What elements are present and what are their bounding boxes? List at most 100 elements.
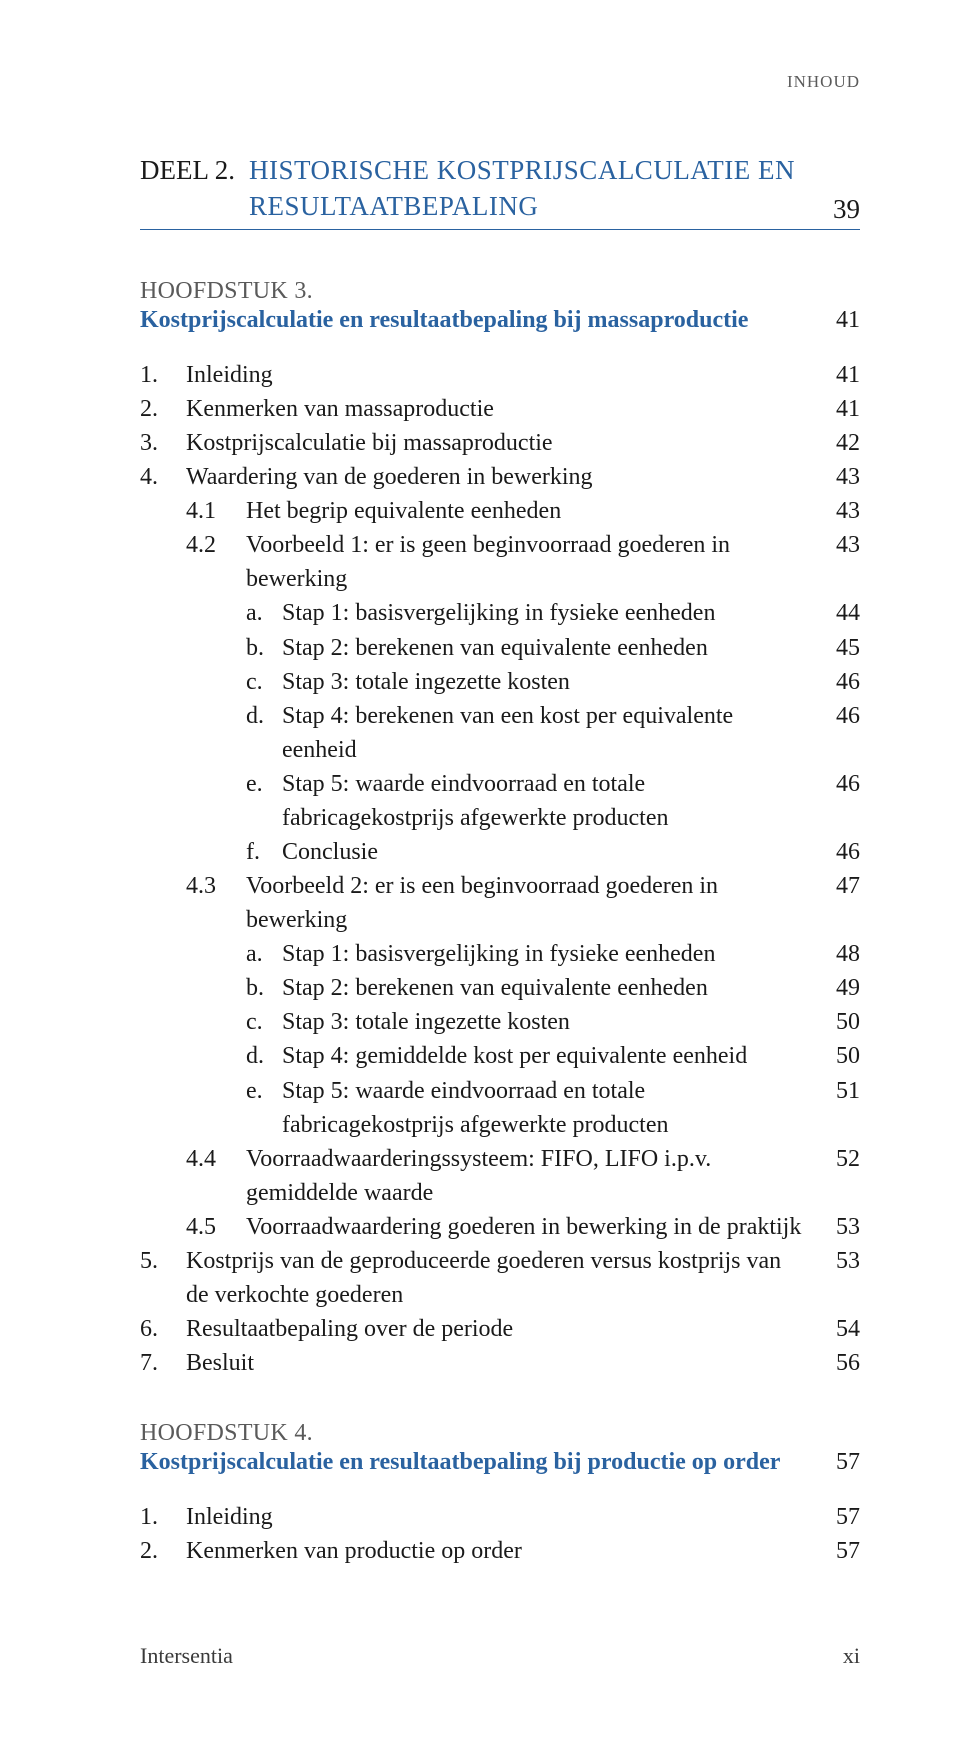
toc-row: 4.3 Voorbeeld 2: er is een beginvoorraad…: [140, 869, 860, 937]
chapter-4: HOOFDSTUK 4. Kostprijscalculatie en resu…: [140, 1420, 860, 1568]
toc-num: 2.: [140, 392, 186, 426]
chapter-label: HOOFDSTUK 4.: [140, 1420, 860, 1447]
toc-text: Stap 2: berekenen van equivalente eenhed…: [282, 971, 824, 1005]
toc-row: 1. Inleiding 57: [140, 1500, 860, 1534]
toc-row: 4. Waardering van de goederen in bewerki…: [140, 460, 860, 494]
toc-page: 43: [824, 460, 860, 494]
toc-letter: e.: [246, 1074, 282, 1108]
toc-row: 4.4 Voorraadwaarderingssysteem: FIFO, LI…: [140, 1142, 860, 1210]
toc-page: 43: [824, 494, 860, 528]
toc-page: 43: [824, 528, 860, 562]
toc-letter: a.: [246, 596, 282, 630]
toc-text: Resultaatbepaling over de periode: [186, 1312, 824, 1346]
part-page: 39: [833, 194, 860, 225]
toc-page: 50: [824, 1005, 860, 1039]
chapter-title-row: Kostprijscalculatie en resultaatbepaling…: [140, 1449, 860, 1476]
toc-letter: c.: [246, 1005, 282, 1039]
toc-page: 44: [824, 596, 860, 630]
part-name: HISTORISCHE KOSTPRIJSCALCULATIE EN RESUL…: [249, 152, 833, 225]
toc-page: 50: [824, 1039, 860, 1073]
chapter-page: 41: [836, 307, 860, 334]
toc-row: b. Stap 2: berekenen van equivalente een…: [140, 971, 860, 1005]
toc-row: 4.1 Het begrip equivalente eenheden 43: [140, 494, 860, 528]
chapter-title: Kostprijscalculatie en resultaatbepaling…: [140, 307, 748, 334]
toc-page: 41: [824, 392, 860, 426]
toc-page: 57: [824, 1500, 860, 1534]
toc-row: d. Stap 4: gemiddelde kost per equivalen…: [140, 1039, 860, 1073]
toc-text: Stap 5: waarde eindvoorraad en totale fa…: [282, 1074, 824, 1142]
toc-list-ch3: 1. Inleiding 41 2. Kenmerken van massapr…: [140, 358, 860, 1380]
toc-subnum: 4.2: [186, 528, 246, 562]
toc-page: 46: [824, 665, 860, 699]
toc-text: Inleiding: [186, 358, 824, 392]
toc-row: a. Stap 1: basisvergelijking in fysieke …: [140, 596, 860, 630]
toc-row: 5. Kostprijs van de geproduceerde goeder…: [140, 1244, 860, 1312]
toc-page: 51: [824, 1074, 860, 1108]
chapter-3: HOOFDSTUK 3. Kostprijscalculatie en resu…: [140, 278, 860, 1380]
toc-row: d. Stap 4: berekenen van een kost per eq…: [140, 699, 860, 767]
toc-letter: b.: [246, 971, 282, 1005]
running-head: INHOUD: [140, 72, 860, 92]
toc-subnum: 4.1: [186, 494, 246, 528]
toc-num: 1.: [140, 358, 186, 392]
toc-num: 7.: [140, 1346, 186, 1380]
toc-text: Voorraadwaarderingssysteem: FIFO, LIFO i…: [246, 1142, 824, 1210]
toc-page: 41: [824, 358, 860, 392]
toc-text: Kostprijs van de geproduceerde goederen …: [186, 1244, 824, 1312]
toc-num: 5.: [140, 1244, 186, 1278]
part-label: DEEL 2.: [140, 152, 235, 225]
toc-row: c. Stap 3: totale ingezette kosten 50: [140, 1005, 860, 1039]
toc-letter: c.: [246, 665, 282, 699]
toc-letter: b.: [246, 631, 282, 665]
toc-text: Stap 3: totale ingezette kosten: [282, 1005, 824, 1039]
toc-page: 54: [824, 1312, 860, 1346]
toc-text: Kostprijscalculatie bij massaproductie: [186, 426, 824, 460]
toc-subnum: 4.5: [186, 1210, 246, 1244]
toc-text: Besluit: [186, 1346, 824, 1380]
toc-text: Stap 1: basisvergelijking in fysieke een…: [282, 937, 824, 971]
toc-num: 2.: [140, 1534, 186, 1568]
toc-row: 3. Kostprijscalculatie bij massaproducti…: [140, 426, 860, 460]
part-title-text: DEEL 2. HISTORISCHE KOSTPRIJSCALCULATIE …: [140, 152, 833, 225]
toc-text: Kenmerken van productie op order: [186, 1534, 824, 1568]
toc-num: 3.: [140, 426, 186, 460]
toc-row: 2. Kenmerken van massaproductie 41: [140, 392, 860, 426]
part-title: DEEL 2. HISTORISCHE KOSTPRIJSCALCULATIE …: [140, 152, 860, 230]
toc-page: 53: [824, 1244, 860, 1278]
footer-page-number: xi: [843, 1643, 860, 1669]
toc-row: 2. Kenmerken van productie op order 57: [140, 1534, 860, 1568]
toc-row: 4.5 Voorraadwaardering goederen in bewer…: [140, 1210, 860, 1244]
chapter-title: Kostprijscalculatie en resultaatbepaling…: [140, 1449, 780, 1476]
toc-row: c. Stap 3: totale ingezette kosten 46: [140, 665, 860, 699]
toc-text: Stap 4: gemiddelde kost per equivalente …: [282, 1039, 824, 1073]
toc-num: 1.: [140, 1500, 186, 1534]
toc-page: 46: [824, 767, 860, 801]
toc-row: 6. Resultaatbepaling over de periode 54: [140, 1312, 860, 1346]
toc-text: Stap 2: berekenen van equivalente eenhed…: [282, 631, 824, 665]
toc-letter: a.: [246, 937, 282, 971]
toc-text: Stap 4: berekenen van een kost per equiv…: [282, 699, 824, 767]
toc-list-ch4: 1. Inleiding 57 2. Kenmerken van product…: [140, 1500, 860, 1568]
footer-publisher: Intersentia: [140, 1643, 233, 1669]
toc-subnum: 4.4: [186, 1142, 246, 1176]
toc-page: 45: [824, 631, 860, 665]
toc-text: Conclusie: [282, 835, 824, 869]
toc-letter: d.: [246, 699, 282, 733]
toc-page: 48: [824, 937, 860, 971]
toc-text: Voorbeeld 2: er is een beginvoorraad goe…: [246, 869, 824, 937]
toc-row: 1. Inleiding 41: [140, 358, 860, 392]
toc-subnum: 4.3: [186, 869, 246, 903]
toc-page: 47: [824, 869, 860, 903]
toc-text: Stap 3: totale ingezette kosten: [282, 665, 824, 699]
chapter-page: 57: [836, 1449, 860, 1476]
page: INHOUD DEEL 2. HISTORISCHE KOSTPRIJSCALC…: [0, 0, 960, 1739]
toc-row: e. Stap 5: waarde eindvoorraad en totale…: [140, 1074, 860, 1142]
toc-row: f. Conclusie 46: [140, 835, 860, 869]
chapter-label: HOOFDSTUK 3.: [140, 278, 860, 305]
toc-num: 6.: [140, 1312, 186, 1346]
toc-row: 4.2 Voorbeeld 1: er is geen beginvoorraa…: [140, 528, 860, 596]
toc-text: Kenmerken van massaproductie: [186, 392, 824, 426]
toc-text: Inleiding: [186, 1500, 824, 1534]
toc-text: Voorbeeld 1: er is geen beginvoorraad go…: [246, 528, 824, 596]
toc-page: 46: [824, 699, 860, 733]
